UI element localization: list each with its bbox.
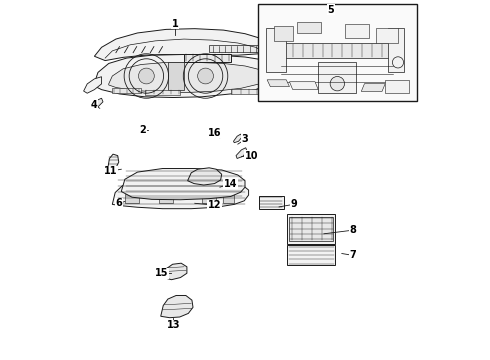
- Circle shape: [330, 76, 344, 91]
- Text: 16: 16: [208, 128, 221, 138]
- Polygon shape: [385, 80, 409, 93]
- Text: 5: 5: [328, 5, 335, 15]
- Text: 9: 9: [290, 199, 297, 210]
- Polygon shape: [163, 263, 187, 280]
- Text: 7: 7: [349, 250, 356, 260]
- Polygon shape: [270, 76, 292, 89]
- Polygon shape: [281, 43, 393, 58]
- Polygon shape: [145, 90, 180, 95]
- Polygon shape: [231, 89, 267, 94]
- Polygon shape: [376, 27, 398, 43]
- Polygon shape: [84, 77, 101, 93]
- Polygon shape: [273, 26, 293, 41]
- Text: 8: 8: [349, 225, 356, 235]
- Polygon shape: [236, 148, 247, 158]
- Text: 6: 6: [115, 198, 122, 208]
- Polygon shape: [159, 194, 173, 203]
- Polygon shape: [266, 28, 286, 72]
- Text: 11: 11: [104, 166, 117, 176]
- Polygon shape: [188, 168, 221, 185]
- Bar: [258, 4, 417, 101]
- Polygon shape: [108, 154, 119, 170]
- Polygon shape: [223, 194, 234, 203]
- Polygon shape: [184, 54, 231, 62]
- Text: 4: 4: [90, 100, 97, 110]
- Text: 12: 12: [208, 200, 221, 210]
- Polygon shape: [125, 194, 139, 203]
- Text: 2: 2: [140, 125, 146, 135]
- Polygon shape: [95, 29, 274, 60]
- Polygon shape: [259, 196, 284, 209]
- Text: 3: 3: [242, 135, 248, 144]
- Circle shape: [197, 68, 214, 84]
- Polygon shape: [345, 24, 369, 38]
- Polygon shape: [209, 45, 259, 52]
- Text: 13: 13: [167, 320, 180, 330]
- Polygon shape: [290, 217, 333, 241]
- Circle shape: [139, 68, 154, 84]
- Polygon shape: [92, 98, 103, 109]
- Polygon shape: [161, 296, 193, 318]
- Polygon shape: [112, 179, 248, 209]
- Polygon shape: [361, 84, 385, 91]
- Polygon shape: [297, 22, 321, 33]
- Polygon shape: [202, 194, 216, 203]
- Polygon shape: [287, 214, 335, 244]
- Polygon shape: [389, 28, 404, 72]
- Text: 1: 1: [172, 19, 178, 29]
- Polygon shape: [290, 82, 318, 90]
- Polygon shape: [109, 62, 267, 93]
- Text: 10: 10: [245, 150, 258, 161]
- Text: 15: 15: [155, 268, 169, 278]
- Polygon shape: [112, 88, 141, 93]
- Text: 14: 14: [224, 179, 238, 189]
- Polygon shape: [168, 62, 184, 90]
- Polygon shape: [234, 134, 242, 143]
- Polygon shape: [122, 168, 245, 200]
- Polygon shape: [95, 54, 277, 98]
- Polygon shape: [318, 62, 357, 93]
- Polygon shape: [287, 245, 335, 265]
- Polygon shape: [267, 80, 290, 87]
